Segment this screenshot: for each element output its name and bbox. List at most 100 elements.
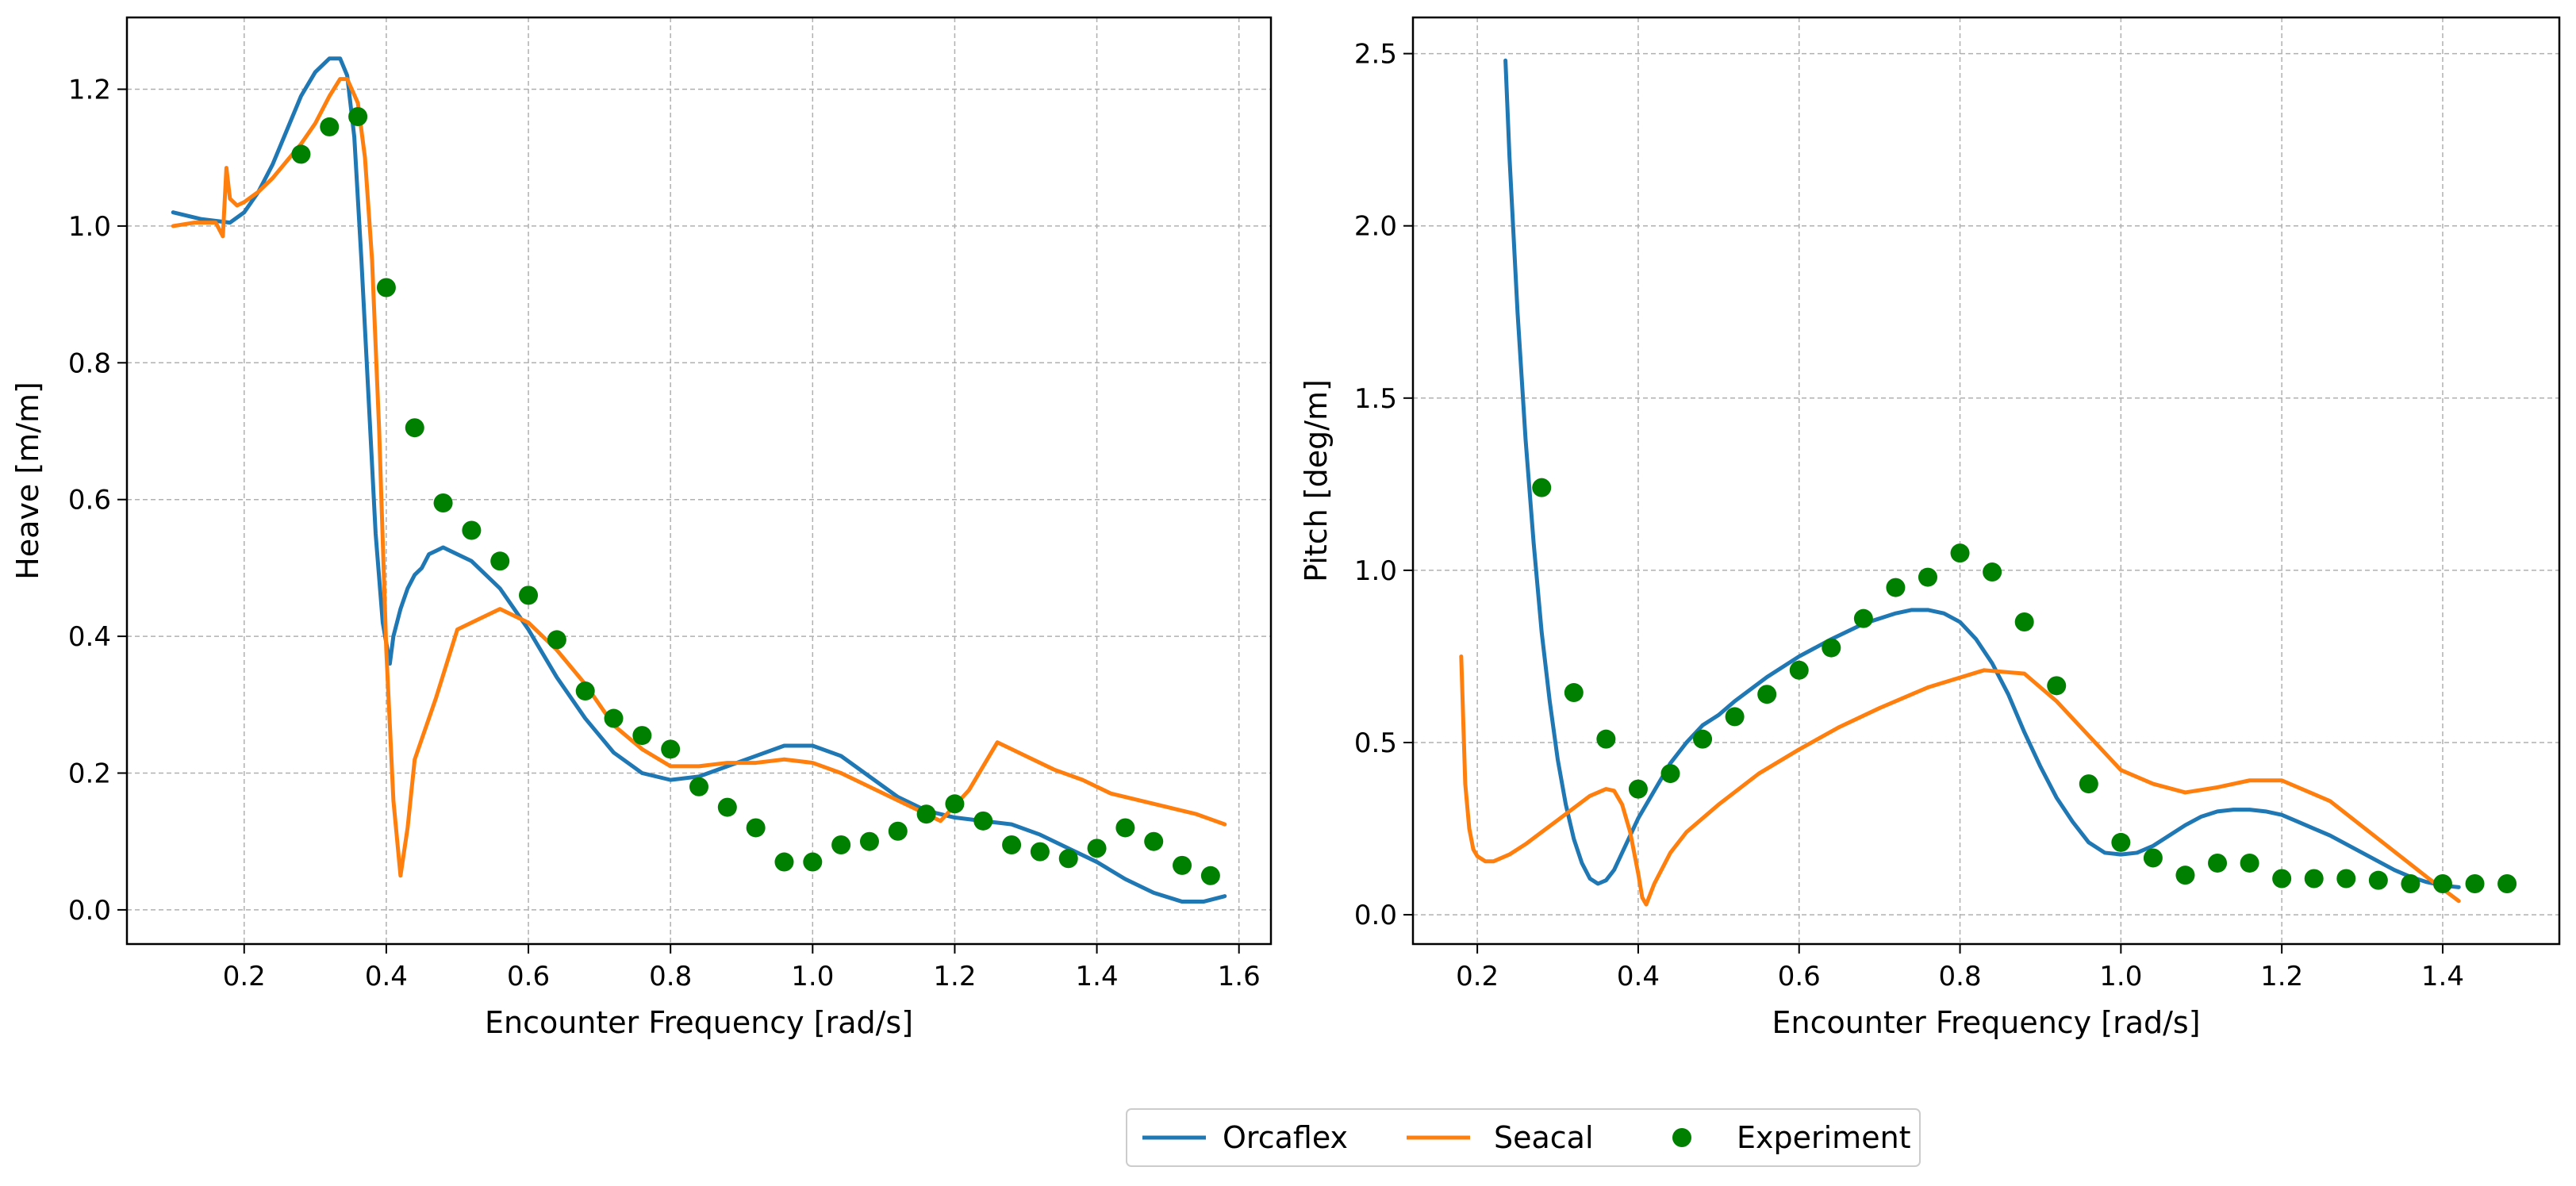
heave-experiment-point: [859, 831, 879, 851]
pitch-x-tick-label: 0.6: [1778, 961, 1821, 992]
pitch-y-tick-label: 2.0: [1354, 211, 1397, 243]
pitch-x-tick-label: 0.2: [1456, 961, 1499, 992]
pitch-x-axis-label: Encounter Frequency [rad/s]: [1772, 1005, 2200, 1040]
heave-experiment-point: [1087, 839, 1107, 858]
heave-experiment-point: [661, 739, 681, 759]
heave-experiment-point: [376, 278, 396, 297]
pitch-y-axis-label: Pitch [deg/m]: [1299, 379, 1334, 582]
pitch-experiment-point: [1628, 779, 1648, 799]
pitch-experiment-point: [1789, 660, 1809, 680]
pitch-panel: 0.2 0.4 0.6 0.8 1.0 1.2 1.40.00.51.01.52.02.5 …: [1299, 16, 2561, 1040]
heave-experiment-point: [604, 708, 624, 728]
heave-experiment-point: [973, 811, 993, 831]
pitch-experiment-point: [2272, 869, 2292, 889]
heave-x-tick-label: 1.2: [933, 961, 976, 992]
heave-experiment-point: [519, 585, 539, 605]
heave-experiment-point: [916, 804, 936, 824]
pitch-y-tick-label: 1.5: [1354, 383, 1397, 415]
pitch-experiment-point: [2143, 848, 2163, 868]
heave-experiment-point: [1030, 842, 1050, 862]
heave-experiment-point: [746, 818, 766, 838]
pitch-experiment-point: [2401, 874, 2421, 894]
pitch-y-tick-label: 1.0: [1354, 555, 1397, 587]
pitch-ticks: 0.2 0.4 0.6 0.8 1.0 1.2 1.4 0.0 0.5 1.0 1.5 2.0 2.5: [1354, 39, 2464, 992]
heave-experiment-point: [547, 630, 566, 650]
heave-experiment-point: [1002, 835, 1022, 855]
pitch-y-tick-label: 2.5: [1354, 39, 1397, 71]
legend-frame: [1126, 1108, 1921, 1167]
heave-experiment-point: [291, 144, 311, 164]
heave-series: [171, 56, 1227, 904]
heave-experiment-point: [803, 852, 823, 872]
heave-experiment-point: [405, 418, 424, 438]
heave-seacal-line: [171, 77, 1227, 878]
heave-experiment-point: [1058, 849, 1078, 869]
legend: Orcaflex Seacal Experiment: [1126, 1108, 1921, 1167]
pitch-experiment-point: [1725, 707, 1745, 727]
pitch-series: [1459, 58, 2517, 907]
heave-experiment-point: [1200, 866, 1220, 885]
pitch-y-tick-label: 0.5: [1354, 727, 1397, 759]
heave-y-tick-label: 0.6: [68, 485, 111, 516]
legend-seacal-label: Seacal: [1494, 1120, 1594, 1155]
heave-y-tick-label: 0.2: [68, 758, 111, 790]
heave-ticks: 0.2 0.4 0.6 0.8 1.0 1.2 1.4 1.6 0.0 0.2 0.4 0.6 0.8 1…: [68, 75, 1261, 992]
heave-x-tick-label: 0.4: [365, 961, 408, 992]
heave-x-axis-label: Encounter Frequency [rad/s]: [485, 1005, 913, 1040]
pitch-experiment-point: [1693, 729, 1713, 749]
heave-axes-frame: [125, 16, 1273, 946]
pitch-experiment-point: [2465, 874, 2485, 894]
legend-experiment-swatch: [1672, 1128, 1691, 1147]
heave-experiment-point: [490, 551, 510, 571]
pitch-experiment-point: [2336, 869, 2356, 889]
heave-x-tick-label: 1.4: [1076, 961, 1119, 992]
pitch-experiment-point: [1886, 578, 1906, 597]
pitch-experiment-point: [2368, 870, 2388, 890]
heave-experiment-point: [1173, 855, 1192, 875]
pitch-experiment-point: [2047, 676, 2067, 696]
legend-orcaflex-label: Orcaflex: [1223, 1120, 1348, 1155]
pitch-grid: [1413, 17, 2559, 944]
pitch-x-tick-label: 0.4: [1617, 961, 1660, 992]
heave-experiment-point: [717, 797, 737, 817]
pitch-experiment-point: [1564, 683, 1584, 703]
heave-experiment-point: [689, 777, 708, 796]
pitch-experiment-point: [1918, 567, 1937, 587]
heave-experiment-point: [888, 821, 908, 841]
pitch-axes-frame: [1411, 16, 2561, 946]
heave-y-tick-label: 0.0: [68, 895, 111, 927]
pitch-experiment-point: [2240, 853, 2259, 873]
heave-experiment-point: [348, 106, 368, 126]
heave-experiment-point: [320, 117, 340, 136]
heave-experiment-point: [831, 835, 851, 855]
heave-experiment-point: [1144, 831, 1164, 851]
pitch-experiment-point: [1660, 764, 1680, 784]
heave-y-tick-label: 0.8: [68, 347, 111, 379]
heave-panel: 0.2 0.4 0.6 0.8 1.0 1.2 1.4 1.6 0.0 0.2 0.4 0.6 0.8 1…: [10, 16, 1273, 1040]
pitch-experiment-point: [1757, 685, 1777, 704]
pitch-y-tick-label: 0.0: [1354, 900, 1397, 931]
pitch-experiment-point: [2304, 869, 2324, 889]
pitch-experiment-point: [1983, 562, 2002, 582]
pitch-experiment-point: [1950, 543, 1970, 563]
heave-experiment-point: [945, 794, 965, 814]
heave-experiment-point: [774, 852, 794, 872]
pitch-experiment-point: [1853, 608, 1873, 628]
pitch-experiment-point: [2014, 612, 2034, 632]
pitch-experiment-point: [2111, 832, 2131, 852]
pitch-x-tick-label: 1.2: [2260, 961, 2303, 992]
heave-y-tick-label: 1.0: [68, 211, 111, 243]
heave-x-tick-label: 0.6: [507, 961, 550, 992]
heave-y-tick-label: 0.4: [68, 621, 111, 653]
heave-experiment-point: [1115, 818, 1135, 838]
legend-experiment-label: Experiment: [1737, 1120, 1911, 1155]
pitch-experiment-point: [2432, 874, 2452, 894]
pitch-experiment-point: [1596, 729, 1616, 749]
heave-x-tick-label: 0.2: [223, 961, 266, 992]
pitch-experiment-point: [2208, 853, 2228, 873]
pitch-experiment-point: [2497, 874, 2517, 894]
pitch-experiment-point: [1532, 478, 1552, 497]
pitch-x-tick-label: 1.0: [2099, 961, 2142, 992]
